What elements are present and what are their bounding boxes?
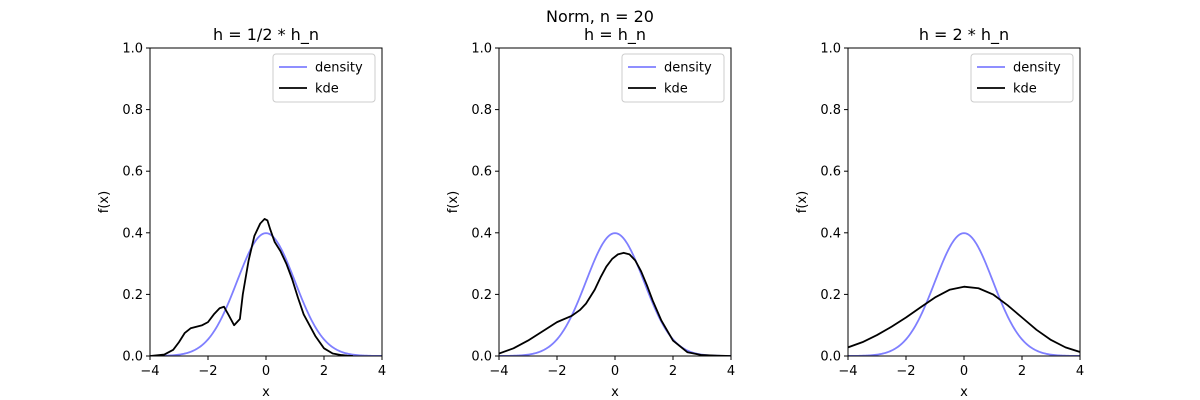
x-tick-label: −2 — [198, 364, 217, 379]
legend: density kde — [272, 53, 376, 103]
x-tick-label: −4 — [838, 364, 857, 379]
legend-label-density: density — [1013, 61, 1061, 76]
series-line-kde — [848, 285, 1080, 353]
legend-box — [272, 53, 376, 103]
x-tick-label: 0 — [611, 364, 619, 379]
y-tick-label: 0.0 — [122, 350, 143, 365]
panel-title: h = 1/2 * h_n — [213, 25, 319, 45]
legend: density kde — [621, 53, 725, 103]
legend: density kde — [970, 53, 1074, 103]
legend-label-kde: kde — [664, 82, 688, 97]
y-tick-label: 0.8 — [820, 103, 841, 118]
x-tick-label: 2 — [1018, 364, 1026, 379]
series-line-density — [848, 232, 1080, 356]
series-line-kde — [499, 251, 731, 356]
y-tick-label: 0.0 — [820, 350, 841, 365]
x-axis-label: x — [262, 385, 270, 400]
y-axis-label: f(x) — [446, 191, 461, 213]
legend-box — [970, 53, 1074, 103]
y-axis-label: f(x) — [97, 191, 112, 213]
y-tick-label: 0.6 — [122, 165, 143, 180]
y-tick-label: 0.4 — [820, 226, 841, 241]
y-tick-label: 0.6 — [471, 165, 492, 180]
y-tick-label: 1.0 — [820, 42, 841, 57]
x-tick-label: 0 — [262, 364, 270, 379]
y-tick-label: 0.8 — [122, 103, 143, 118]
y-tick-label: 1.0 — [471, 42, 492, 57]
x-tick-label: 4 — [727, 364, 735, 379]
y-tick-label: 0.2 — [471, 288, 492, 303]
x-tick-label: −4 — [140, 364, 159, 379]
chart-panel-3: −4 −2 0 2 4 0.0 0.2 0.4 0.6 0.8 1.0 x f(x) h = 2 * h_… — [795, 25, 1084, 400]
x-tick-label: 0 — [960, 364, 968, 379]
x-tick-label: 2 — [320, 364, 328, 379]
figure-suptitle: Norm, n = 20 — [546, 7, 654, 26]
y-tick-label: 0.4 — [471, 226, 492, 241]
x-tick-label: −4 — [489, 364, 508, 379]
legend-label-kde: kde — [315, 82, 339, 97]
legend-label-density: density — [315, 61, 363, 76]
legend-box — [621, 53, 725, 103]
chart-panel-2: −4 −2 0 2 4 0.0 0.2 0.4 0.6 0.8 1.0 x f(x) h = h_nden… — [446, 25, 735, 400]
series-line-kde — [150, 218, 354, 356]
y-tick-label: 0.8 — [471, 103, 492, 118]
x-tick-label: 4 — [1076, 364, 1084, 379]
x-axis-label: x — [611, 385, 619, 400]
y-tick-label: 0.2 — [820, 288, 841, 303]
series-line-density — [150, 232, 382, 356]
y-tick-label: 1.0 — [122, 42, 143, 57]
y-axis-label: f(x) — [795, 191, 810, 213]
x-tick-label: 4 — [378, 364, 386, 379]
legend-label-density: density — [664, 61, 712, 76]
panel-title: h = h_n — [584, 25, 646, 45]
y-tick-label: 0.6 — [820, 165, 841, 180]
chart-panel-1: −4 −2 0 2 4 0.0 0.2 0.4 0.6 0.8 1.0 x f(x) h = 1/2 * … — [97, 25, 386, 400]
x-tick-label: −2 — [547, 364, 566, 379]
x-tick-label: 2 — [669, 364, 677, 379]
x-tick-label: −2 — [896, 364, 915, 379]
y-tick-label: 0.0 — [471, 350, 492, 365]
y-tick-label: 0.2 — [122, 288, 143, 303]
x-axis-label: x — [960, 385, 968, 400]
y-tick-label: 0.4 — [122, 226, 143, 241]
panel-title: h = 2 * h_n — [919, 25, 1009, 45]
legend-label-kde: kde — [1013, 82, 1037, 97]
